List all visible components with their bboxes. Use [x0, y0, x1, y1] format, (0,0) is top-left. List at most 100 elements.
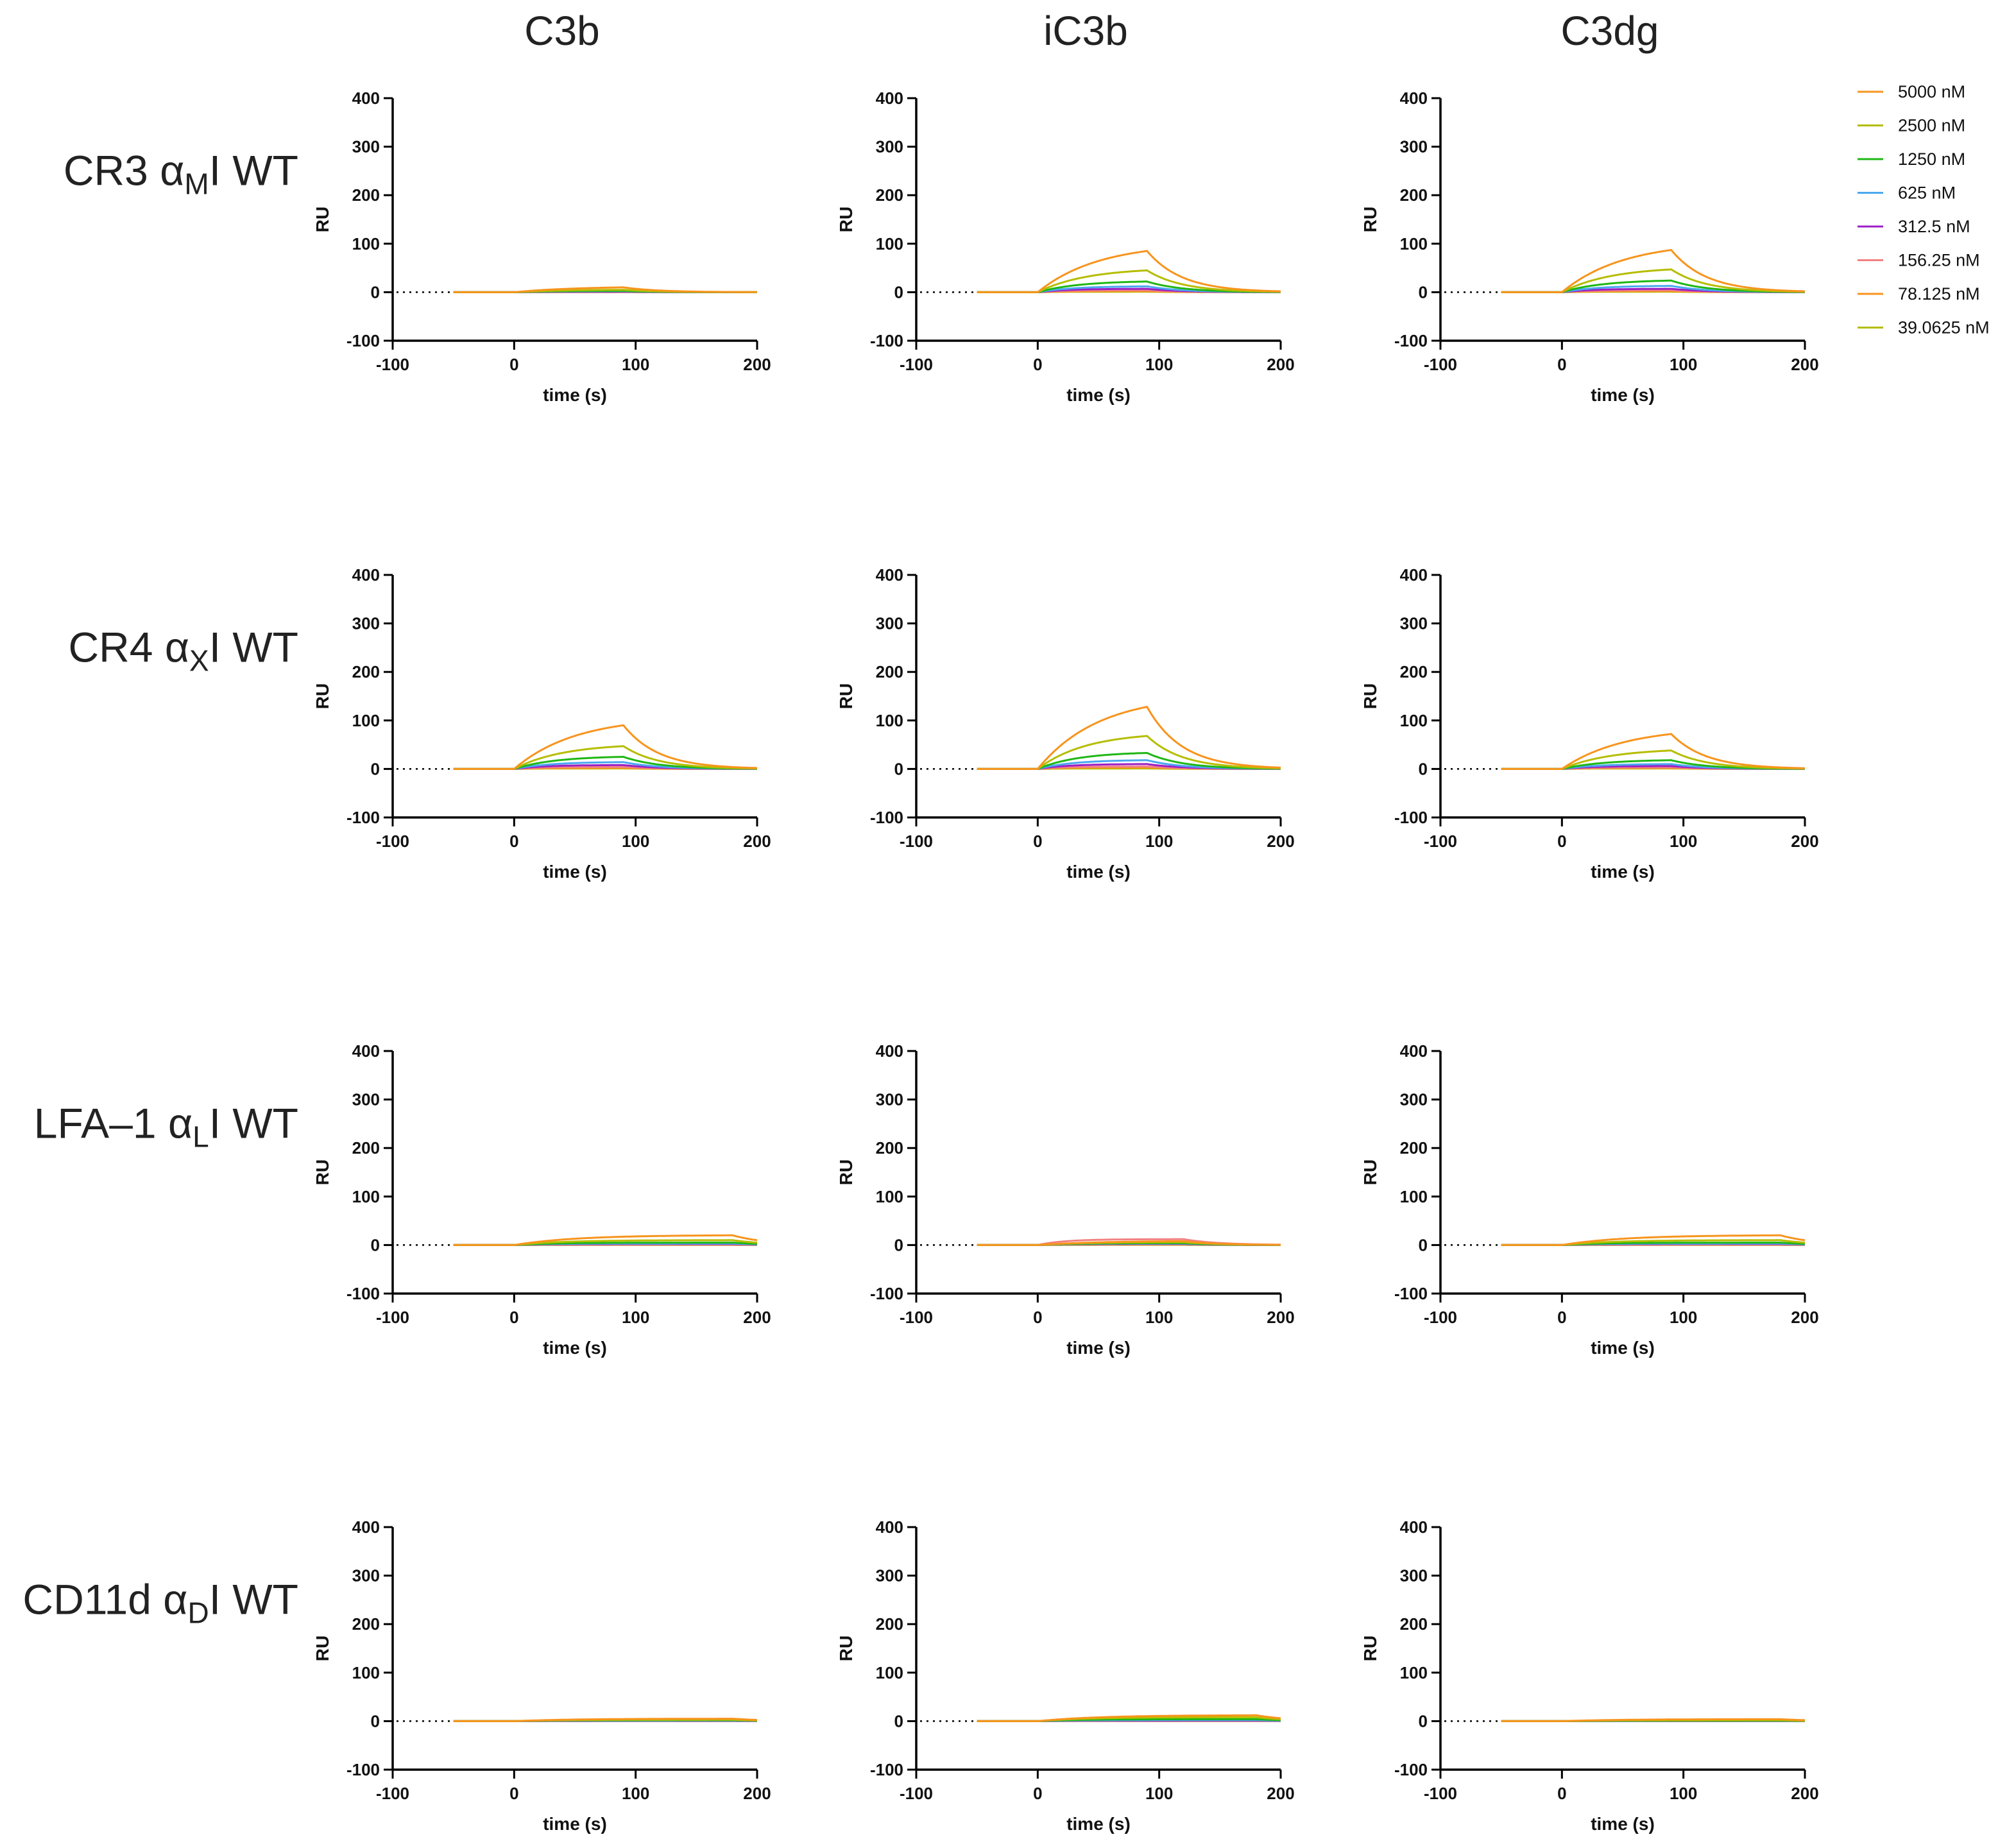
row-label-suffix: I WT — [209, 623, 298, 671]
x-tick-label: 0 — [509, 1784, 518, 1803]
y-tick-label: 300 — [876, 1566, 903, 1585]
y-tick-label: 0 — [1419, 759, 1428, 778]
y-axis-title: RU — [836, 683, 856, 709]
x-tick-label: 0 — [509, 1308, 518, 1327]
x-tick-label: 200 — [1267, 355, 1294, 374]
legend-label-4: 312.5 nM — [1898, 217, 1970, 236]
y-tick-label: 400 — [1400, 565, 1428, 585]
y-tick-label: 200 — [1400, 1138, 1428, 1158]
y-axis-title: RU — [1360, 1159, 1380, 1185]
legend-label-2: 1250 nM — [1898, 150, 1965, 169]
y-tick-label: 400 — [1400, 89, 1428, 108]
y-tick-label: 400 — [352, 1517, 380, 1537]
x-tick-label: 0 — [1557, 1308, 1566, 1327]
panel-r2-c0: -100 0 100 200 300 400 -100 0 100 200 time (s) RU — [312, 1041, 771, 1358]
y-tick-label: 200 — [876, 185, 903, 205]
series-0-line — [453, 286, 757, 293]
y-tick-label: 100 — [876, 711, 903, 730]
y-tick-label: 300 — [876, 614, 903, 633]
x-tick-label: 200 — [1791, 355, 1818, 374]
y-tick-label: 100 — [1400, 711, 1428, 730]
x-tick-label: 200 — [1267, 832, 1294, 851]
y-tick-label: 100 — [352, 711, 380, 730]
y-tick-label: 100 — [1400, 234, 1428, 253]
series-0-line — [1501, 733, 1805, 770]
y-axis-title: RU — [836, 1159, 856, 1185]
y-tick-label: 200 — [1400, 662, 1428, 681]
y-tick-label: 400 — [1400, 1517, 1428, 1537]
y-axis-title: RU — [1360, 1636, 1380, 1661]
y-tick-label: 200 — [1400, 185, 1428, 205]
y-tick-label: -100 — [870, 1284, 903, 1303]
y-tick-label: -100 — [346, 1284, 380, 1303]
y-tick-label: 300 — [1400, 1566, 1428, 1585]
x-tick-label: 0 — [1033, 1308, 1042, 1327]
legend-label-7: 39.0625 nM — [1898, 318, 1990, 338]
y-tick-label: -100 — [1394, 1284, 1428, 1303]
x-tick-label: 100 — [1145, 832, 1173, 851]
row-label-main: CD11d α — [22, 1575, 187, 1623]
x-tick-label: 200 — [743, 355, 771, 374]
x-tick-label: 100 — [1670, 1308, 1697, 1327]
x-tick-label: 100 — [1145, 355, 1173, 374]
x-tick-label: -100 — [1424, 1784, 1457, 1803]
series-0-line — [977, 1714, 1281, 1722]
y-tick-label: -100 — [346, 808, 380, 827]
y-tick-label: 300 — [352, 1090, 380, 1109]
x-tick-label: 0 — [1033, 355, 1042, 374]
x-tick-label: 200 — [1791, 832, 1818, 851]
x-tick-label: -100 — [900, 832, 933, 851]
y-axis-title: RU — [836, 1636, 856, 1661]
series-0-line — [453, 724, 758, 770]
y-tick-label: 400 — [876, 565, 903, 585]
y-tick-label: 400 — [352, 89, 380, 108]
y-tick-label: 200 — [352, 185, 380, 205]
x-axis-title: time (s) — [543, 1338, 607, 1358]
x-tick-label: 100 — [1145, 1784, 1173, 1803]
y-tick-label: 0 — [894, 759, 903, 778]
series-0-line — [977, 250, 1281, 293]
y-tick-label: 300 — [352, 614, 380, 633]
x-tick-label: 0 — [509, 832, 518, 851]
panel-r0-c2: -100 0 100 200 300 400 -100 0 100 200 time (s) RU — [1360, 89, 1819, 405]
x-tick-label: -100 — [900, 1308, 933, 1327]
panel-r3-c0: -100 0 100 200 300 400 -100 0 100 200 time (s) RU — [312, 1517, 771, 1834]
panel-r2-c1: -100 0 100 200 300 400 -100 0 100 200 time (s) RU — [836, 1041, 1295, 1358]
panel-r3-c1: -100 0 100 200 300 400 -100 0 100 200 time (s) RU — [836, 1517, 1295, 1834]
row-label-3: CD11d αDI WT — [22, 1575, 298, 1629]
y-tick-label: 400 — [876, 1517, 903, 1537]
column-title-0: C3b — [524, 8, 599, 54]
y-tick-label: 300 — [352, 1566, 380, 1585]
y-tick-label: 100 — [1400, 1187, 1428, 1206]
y-tick-label: 400 — [352, 565, 380, 585]
y-tick-label: -100 — [1394, 331, 1428, 350]
y-tick-label: -100 — [346, 1760, 380, 1779]
x-tick-label: 100 — [1670, 355, 1697, 374]
y-tick-label: 200 — [876, 662, 903, 681]
y-tick-label: 400 — [352, 1041, 380, 1061]
y-tick-label: 0 — [371, 759, 380, 778]
panel-r1-c1: -100 0 100 200 300 400 -100 0 100 200 time (s) RU — [836, 565, 1295, 882]
y-tick-label: 100 — [876, 1187, 903, 1206]
x-tick-label: 0 — [509, 355, 518, 374]
y-tick-label: 100 — [876, 234, 903, 253]
panel-r3-c2: -100 0 100 200 300 400 -100 0 100 200 time (s) RU — [1360, 1517, 1819, 1834]
y-tick-label: 200 — [352, 662, 380, 681]
series-0-line — [1501, 1718, 1806, 1722]
row-label-sub: L — [192, 1120, 209, 1153]
x-tick-label: 100 — [622, 355, 649, 374]
y-tick-label: 200 — [876, 1138, 903, 1158]
x-axis-title: time (s) — [543, 385, 607, 405]
panel-r2-c2: -100 0 100 200 300 400 -100 0 100 200 time (s) RU — [1360, 1041, 1819, 1358]
x-tick-label: 200 — [1791, 1784, 1818, 1803]
legend-label-0: 5000 nM — [1898, 82, 1965, 101]
x-tick-label: -100 — [1424, 1308, 1457, 1327]
x-tick-label: -100 — [900, 355, 933, 374]
y-tick-label: 200 — [876, 1614, 903, 1634]
y-tick-label: 0 — [371, 282, 380, 302]
column-title-1: iC3b — [1043, 8, 1128, 54]
y-tick-label: 0 — [1419, 1711, 1428, 1731]
x-axis-title: time (s) — [1591, 1338, 1655, 1358]
x-axis-title: time (s) — [1591, 385, 1655, 405]
